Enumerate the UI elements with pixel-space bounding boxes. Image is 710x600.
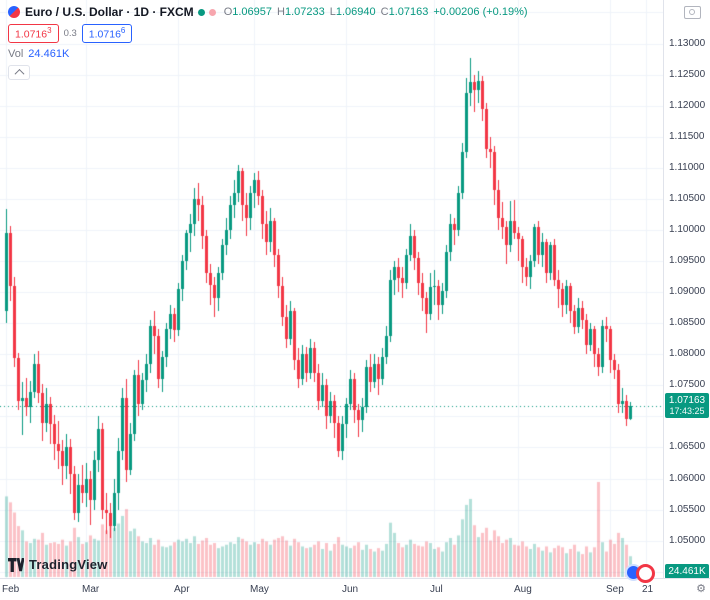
time-axis-label: Sep xyxy=(606,584,624,595)
quote-row: 1.07163 0.3 1.07166 xyxy=(8,24,528,43)
price-tick-label: 1.12000 xyxy=(669,99,706,111)
price-tick-label: 1.09000 xyxy=(669,286,706,298)
close-value: 1.07163 xyxy=(388,6,429,18)
time-axis-label: Mar xyxy=(82,584,100,595)
open-value: 1.06957 xyxy=(232,6,273,18)
price-tick-label: 1.11000 xyxy=(669,161,705,173)
symbol-logo-icon xyxy=(8,6,20,18)
tradingview-logo[interactable]: TradingView xyxy=(8,557,108,572)
chart-legend: Euro / U.S. Dollar · 1D · FXCM O1.06957 … xyxy=(8,5,528,85)
candlestick-chart[interactable] xyxy=(0,0,664,578)
volume-label: Vol xyxy=(8,47,24,60)
buy-button[interactable]: 1.07166 xyxy=(81,24,133,43)
chevron-up-icon xyxy=(14,68,24,79)
symbol-title[interactable]: Euro / U.S. Dollar · 1D · FXCM xyxy=(25,5,194,19)
price-tick-label: 1.08500 xyxy=(669,317,706,329)
close-label: C xyxy=(380,6,389,18)
price-tick-label: 1.09500 xyxy=(669,255,706,267)
time-axis[interactable]: ⚙ Feb Mar Apr May Jun Jul Aug Sep 21 xyxy=(0,578,710,600)
change-value: +0.00206 (+0.19%) xyxy=(433,6,528,18)
price-tick-label: 1.06500 xyxy=(669,441,706,453)
status-dot-icon xyxy=(197,8,205,16)
legend-title-row: Euro / U.S. Dollar · 1D · FXCM O1.06957 … xyxy=(8,5,528,19)
time-axis-label: Jul xyxy=(430,584,443,595)
bar-close-countdown: 17:43:25 xyxy=(669,406,705,417)
open-label: O xyxy=(223,6,233,18)
red-circle-icon xyxy=(636,564,655,583)
price-tick-label: 1.10500 xyxy=(669,192,706,204)
volume-value[interactable]: 24.461K xyxy=(28,47,70,60)
sell-button[interactable]: 1.07163 xyxy=(8,24,59,43)
ohlc-values: O1.06957 H1.07233 L1.06940 C1.07163 +0.0… xyxy=(224,6,528,18)
price-tick-label: 1.08000 xyxy=(669,348,706,360)
time-axis-label: May xyxy=(250,584,269,595)
time-axis-label: Feb xyxy=(2,584,20,595)
price-axis[interactable]: 1.07163 17:43:25 24.461K 1.13000 1.12500 1… xyxy=(663,0,710,579)
price-tick-label: 1.10000 xyxy=(669,223,706,235)
volume-row: Vol 24.461K xyxy=(8,48,528,60)
camera-icon[interactable] xyxy=(684,6,701,19)
time-axis-label: Aug xyxy=(514,584,532,595)
price-tick-label: 1.05000 xyxy=(669,534,706,546)
high-value: 1.07233 xyxy=(284,6,325,18)
price-tick-label: 1.13000 xyxy=(669,37,706,49)
price-tick-label: 1.05500 xyxy=(669,503,706,515)
low-value: 1.06940 xyxy=(335,6,376,18)
settings-gear-icon[interactable]: ⚙ xyxy=(696,583,706,595)
volume-axis-label: 24.461K xyxy=(665,564,709,579)
price-tick-label: 1.06000 xyxy=(669,472,706,484)
collapse-legend-button[interactable] xyxy=(8,64,30,80)
overlapping-circles-icon[interactable] xyxy=(625,564,655,583)
price-tick-label: 1.11500 xyxy=(669,130,705,142)
price-tick-label: 1.07500 xyxy=(669,379,706,391)
status-dot2-icon xyxy=(208,8,216,16)
high-label: H xyxy=(277,6,285,18)
time-axis-label: 21 xyxy=(642,584,654,595)
low-label: L xyxy=(329,6,336,18)
time-axis-label: Apr xyxy=(174,584,190,595)
spread-value: 0.3 xyxy=(63,27,77,39)
last-price-value: 1.07163 xyxy=(668,395,706,407)
time-axis-label: Jun xyxy=(342,584,359,595)
tradingview-logo-text: TradingView xyxy=(29,557,108,572)
tradingview-mark-icon xyxy=(8,557,24,572)
last-price-label: 1.07163 17:43:25 xyxy=(665,393,709,419)
price-tick-label: 1.12500 xyxy=(669,68,706,80)
